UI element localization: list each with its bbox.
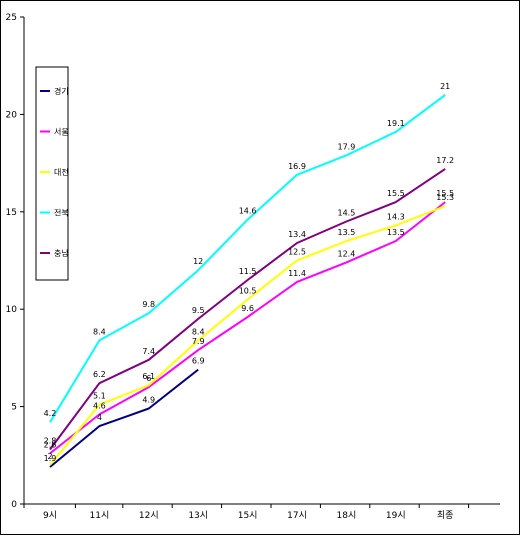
x-tick-label: 9시 bbox=[43, 510, 57, 521]
data-label: 9.8 bbox=[142, 300, 155, 309]
data-label: 2 bbox=[47, 452, 52, 461]
data-label: 5.1 bbox=[93, 392, 106, 401]
data-label: 4.6 bbox=[93, 401, 106, 410]
data-label: 6.1 bbox=[142, 372, 155, 381]
data-label: 15.5 bbox=[436, 189, 454, 198]
data-label: 6 bbox=[146, 374, 151, 383]
data-label: 2.6 bbox=[44, 440, 57, 449]
data-label: 21 bbox=[440, 82, 450, 91]
data-label: 15.5 bbox=[387, 189, 405, 198]
y-axis-ticks: 0 5 10 15 20 25 bbox=[6, 13, 24, 510]
x-tick-label: 15시 bbox=[238, 510, 258, 521]
data-label: 13.5 bbox=[337, 228, 355, 237]
data-label: 13.5 bbox=[387, 228, 405, 237]
series-line-1 bbox=[49, 368, 199, 468]
legend-entry: 서울 bbox=[54, 128, 69, 137]
y-tick-label: 5 bbox=[11, 403, 17, 413]
data-label: 12.5 bbox=[288, 248, 306, 257]
data-label: 17.2 bbox=[436, 156, 454, 165]
y-tick-label: 10 bbox=[6, 305, 18, 315]
data-label: 19.1 bbox=[387, 119, 405, 128]
data-label: 4 bbox=[97, 413, 102, 422]
data-label: 7.9 bbox=[192, 337, 205, 346]
data-label: 1.9 bbox=[44, 454, 57, 463]
data-label: 8.4 bbox=[93, 327, 106, 336]
data-label: 13.4 bbox=[288, 230, 306, 239]
data-label: 9.5 bbox=[192, 306, 205, 315]
legend-entry: 대전 bbox=[54, 167, 69, 177]
data-label: 10.5 bbox=[239, 286, 257, 295]
data-label: 12.4 bbox=[337, 249, 355, 258]
legend-entry: 충남 bbox=[54, 249, 69, 258]
data-label: 7.4 bbox=[142, 347, 155, 356]
x-tick-label: 17시 bbox=[287, 510, 307, 521]
y-tick-label: 0 bbox=[11, 500, 17, 510]
x-tick-label: 12시 bbox=[139, 510, 159, 521]
y-tick-label: 15 bbox=[6, 208, 17, 218]
legend-entry: 전북 bbox=[54, 208, 69, 218]
data-label: 17.9 bbox=[337, 142, 355, 151]
data-label: 9.6 bbox=[241, 304, 254, 313]
x-tick-label: 18시 bbox=[337, 510, 357, 521]
series-line-5 bbox=[49, 168, 446, 451]
data-label: 14.6 bbox=[239, 207, 257, 216]
data-label: 2.8 bbox=[44, 436, 57, 445]
series-line-3 bbox=[49, 205, 446, 466]
data-label: 11.4 bbox=[288, 269, 306, 278]
series-line-2 bbox=[49, 201, 446, 455]
data-label: 4.2 bbox=[44, 409, 57, 418]
legend-box bbox=[35, 66, 69, 281]
data-label: 6.9 bbox=[192, 357, 205, 366]
data-label: 4.9 bbox=[142, 396, 155, 405]
data-label: 16.9 bbox=[288, 162, 306, 171]
data-label: 6.2 bbox=[93, 370, 106, 379]
series-lines bbox=[49, 94, 446, 468]
data-label: 8.4 bbox=[192, 327, 205, 336]
data-label: 15.3 bbox=[436, 193, 454, 202]
x-axis-ticks: 9시 11시 12시 13시 15시 17시 18시 19시 최종 bbox=[23, 504, 470, 521]
x-tick-label: 19시 bbox=[386, 510, 406, 521]
x-tick-label: 11시 bbox=[90, 510, 110, 521]
series-line-4 bbox=[49, 94, 446, 423]
data-label: 12 bbox=[193, 257, 203, 266]
axes bbox=[23, 17, 500, 505]
y-tick-label: 25 bbox=[6, 13, 17, 23]
data-label: 14.3 bbox=[387, 212, 405, 221]
data-label: 14.5 bbox=[337, 209, 355, 218]
x-tick-label: 최종 bbox=[437, 510, 454, 521]
data-label: 11.5 bbox=[239, 267, 257, 276]
y-tick-label: 20 bbox=[6, 110, 18, 120]
legend-entry: 경기 bbox=[54, 86, 69, 96]
x-tick-label: 13시 bbox=[188, 510, 208, 521]
data-labels: 1.9 4 4.9 6.9 2.6 4.6 6 7.9 9.6 11.4 12.4 13.5 15.5 2… bbox=[44, 82, 454, 463]
